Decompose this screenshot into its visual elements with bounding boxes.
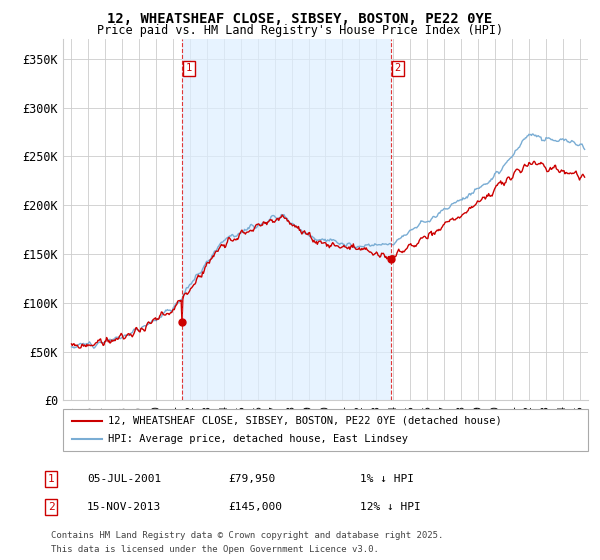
- Text: HPI: Average price, detached house, East Lindsey: HPI: Average price, detached house, East…: [108, 434, 408, 444]
- Text: 12, WHEATSHEAF CLOSE, SIBSEY, BOSTON, PE22 0YE: 12, WHEATSHEAF CLOSE, SIBSEY, BOSTON, PE…: [107, 12, 493, 26]
- Text: 15-NOV-2013: 15-NOV-2013: [87, 502, 161, 512]
- Text: £145,000: £145,000: [228, 502, 282, 512]
- Text: Price paid vs. HM Land Registry's House Price Index (HPI): Price paid vs. HM Land Registry's House …: [97, 24, 503, 36]
- Text: 12% ↓ HPI: 12% ↓ HPI: [360, 502, 421, 512]
- Text: 1: 1: [185, 63, 192, 73]
- Text: 1: 1: [47, 474, 55, 484]
- Text: 1% ↓ HPI: 1% ↓ HPI: [360, 474, 414, 484]
- Text: 12, WHEATSHEAF CLOSE, SIBSEY, BOSTON, PE22 0YE (detached house): 12, WHEATSHEAF CLOSE, SIBSEY, BOSTON, PE…: [108, 416, 502, 426]
- Text: 2: 2: [395, 63, 401, 73]
- Text: This data is licensed under the Open Government Licence v3.0.: This data is licensed under the Open Gov…: [51, 545, 379, 554]
- Bar: [182, 39, 391, 400]
- Text: 2: 2: [47, 502, 55, 512]
- Text: 05-JUL-2001: 05-JUL-2001: [87, 474, 161, 484]
- Text: £79,950: £79,950: [228, 474, 275, 484]
- Text: Contains HM Land Registry data © Crown copyright and database right 2025.: Contains HM Land Registry data © Crown c…: [51, 531, 443, 540]
